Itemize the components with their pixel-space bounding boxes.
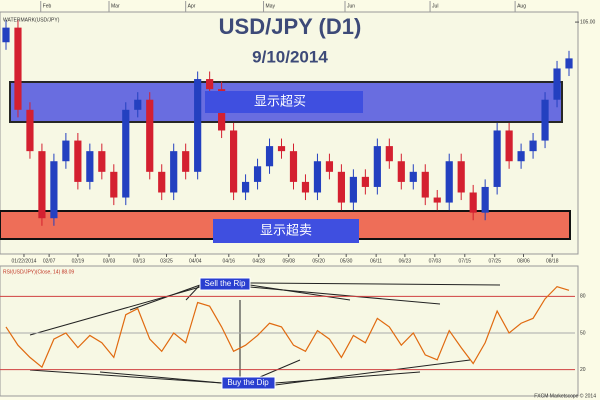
chart-title: USD/JPY (D1): [219, 14, 362, 39]
buy-box: [221, 376, 276, 390]
x-tick-label: 04/04: [189, 258, 202, 264]
x-tick-label: 03/03: [103, 258, 116, 264]
candle-body: [194, 79, 202, 172]
candle-body: [110, 171, 118, 198]
candle-body: [50, 161, 58, 219]
candle-body: [493, 130, 501, 187]
x-tick-label: 07/25: [488, 258, 501, 264]
sell-label: Sell the Rip: [205, 279, 246, 288]
overbought-label: 显示超买: [254, 95, 306, 110]
month-label: Aug: [517, 3, 526, 9]
candle-body: [433, 197, 441, 203]
candle-body: [98, 151, 106, 172]
candle-body: [553, 68, 561, 100]
candle-body: [421, 171, 429, 198]
candle-body: [541, 99, 549, 141]
month-label: Jun: [347, 3, 355, 9]
rsi-title: RSI(USD/JPY)(Close, 14) 88.09: [3, 269, 74, 275]
candle-body: [385, 146, 393, 162]
x-tick-label: 02/07: [43, 258, 56, 264]
x-tick-label: 07/03: [429, 258, 442, 264]
candle-body: [2, 27, 10, 43]
y-tick-label: 105.00: [580, 19, 596, 25]
candle-body: [301, 181, 310, 193]
y-tick-label: 20: [580, 367, 586, 373]
candle-body: [277, 146, 286, 152]
x-tick-label: 04/16: [223, 258, 236, 264]
x-tick-label: 06/11: [370, 258, 382, 264]
x-tick-label: 04/28: [252, 258, 265, 264]
month-label: May: [266, 3, 276, 9]
x-tick-label: 03/13: [133, 258, 146, 264]
rsi-line: [5, 285, 570, 369]
candle-body: [289, 151, 298, 182]
x-tick-label: 03/25: [160, 258, 173, 264]
x-tick-label: 01/22/2014: [11, 258, 36, 264]
month-label: Mar: [111, 3, 120, 9]
x-tick-label: 08/18: [546, 258, 559, 264]
candle-body: [62, 140, 70, 162]
month-label: Apr: [188, 3, 196, 9]
candle-body: [349, 176, 357, 203]
rsi-panel: [0, 265, 579, 397]
candle-body: [361, 176, 369, 187]
footer: FXCM Marketscope © 2014: [534, 392, 596, 399]
candle-body: [445, 161, 453, 203]
watermark: WATERMARK(USD/JPY): [3, 17, 60, 23]
candle-body: [134, 99, 142, 110]
oversold-label: 显示超卖: [260, 224, 312, 239]
candle-body: [230, 130, 238, 193]
candle-body: [565, 58, 573, 69]
x-tick-label: 08/06: [517, 258, 530, 264]
y-tick-label: 50: [580, 330, 586, 336]
candle-body: [14, 27, 22, 110]
candle-body: [409, 171, 417, 182]
candle-body: [397, 161, 405, 182]
candle-body: [517, 151, 525, 162]
candle-body: [457, 161, 465, 193]
candle-body: [505, 130, 513, 162]
candles: [2, 20, 573, 226]
sell-box: [199, 277, 251, 291]
x-tick-label: 06/23: [399, 258, 412, 264]
candle-body: [529, 140, 537, 152]
candle-body: [146, 99, 154, 172]
x-tick-label: 02/19: [72, 258, 85, 264]
candle-body: [241, 181, 250, 193]
candle-body: [337, 171, 345, 203]
annotation-lines: [29, 282, 501, 386]
candle-body: [265, 146, 274, 167]
candle-body: [206, 79, 214, 90]
candle-body: [158, 171, 166, 193]
month-label: Jul: [432, 3, 438, 9]
month-label: Feb: [43, 3, 52, 9]
candle-body: [122, 109, 130, 198]
candle-body: [313, 161, 322, 193]
buy-label: Buy the Dip: [227, 378, 269, 387]
y-tick-label: 80: [580, 294, 586, 300]
candle-body: [469, 192, 477, 213]
candle-body: [182, 151, 190, 172]
oversold-label-box: [213, 219, 359, 243]
chart-subtitle: 9/10/2014: [252, 47, 328, 66]
x-tick-label: 05/30: [340, 258, 353, 264]
candle-body: [481, 186, 489, 213]
candle-body: [26, 109, 34, 152]
x-tick-label: 05/20: [312, 258, 325, 264]
candle-body: [325, 161, 334, 172]
overbought-label-box: [205, 91, 363, 113]
candle-body: [253, 166, 262, 182]
candle-body: [373, 146, 381, 187]
candle-body: [74, 140, 82, 182]
x-tick-label: 07/15: [459, 258, 472, 264]
candle-body: [170, 151, 178, 193]
x-tick-label: 05/08: [282, 258, 295, 264]
candle-body: [38, 151, 46, 219]
candle-body: [86, 151, 94, 182]
